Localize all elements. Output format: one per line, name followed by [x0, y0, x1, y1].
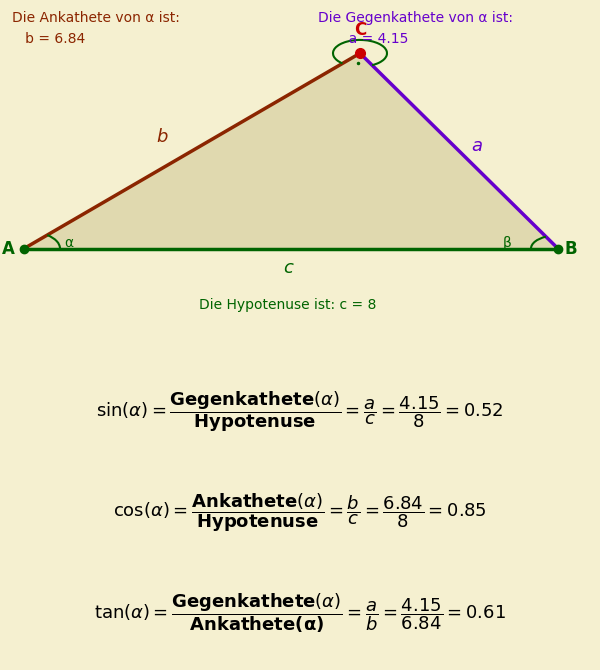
Text: Die Ankathete von α ist:: Die Ankathete von α ist:	[12, 11, 180, 25]
Text: b = 6.84: b = 6.84	[12, 32, 85, 46]
Text: Die Gegenkathete von α ist:: Die Gegenkathete von α ist:	[318, 11, 513, 25]
Text: b: b	[157, 128, 167, 145]
Text: B: B	[564, 240, 577, 257]
Polygon shape	[24, 54, 558, 249]
Text: α: α	[64, 237, 74, 250]
Text: $\mathregular{sin}(\alpha) = \dfrac{\mathbf{Gegenkathete}(\alpha)}{\mathbf{Hypot: $\mathregular{sin}(\alpha) = \dfrac{\mat…	[96, 389, 504, 434]
Text: β: β	[503, 237, 511, 250]
Text: C: C	[354, 21, 366, 39]
Text: c: c	[283, 259, 293, 277]
Text: $\mathregular{tan}(\alpha) = \dfrac{\mathbf{Gegenkathete}(\alpha)}{\mathbf{Ankat: $\mathregular{tan}(\alpha) = \dfrac{\mat…	[94, 592, 506, 635]
Text: a = 4.15: a = 4.15	[318, 32, 409, 46]
Text: $\mathregular{cos}(\alpha) = \dfrac{\mathbf{Ankathete}(\alpha)}{\mathbf{Hypotenu: $\mathregular{cos}(\alpha) = \dfrac{\mat…	[113, 491, 487, 534]
Text: a: a	[472, 137, 482, 155]
Text: Die Hypotenuse ist: c = 8: Die Hypotenuse ist: c = 8	[199, 298, 377, 312]
Text: A: A	[2, 240, 15, 257]
